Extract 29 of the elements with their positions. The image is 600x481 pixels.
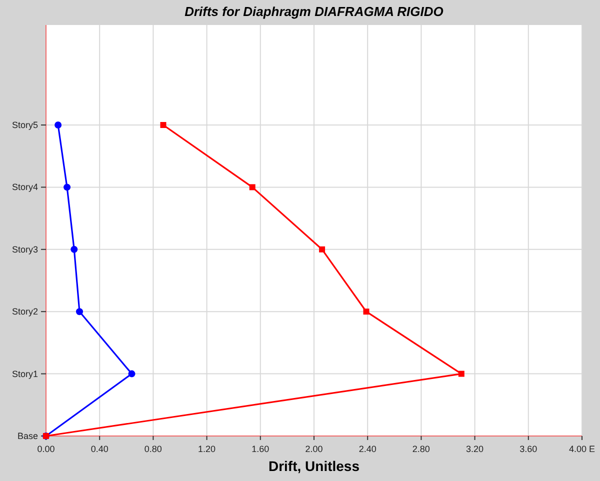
point: [70, 246, 78, 253]
point: [458, 370, 464, 377]
point: [54, 122, 62, 128]
x-tick-label: 0.80: [144, 444, 162, 454]
chart-title: Drifts for Diaphragm DIAFRAGMA RIGIDO: [184, 4, 444, 19]
y-tick-label: Base: [17, 431, 38, 441]
x-tick-label: 1.60: [252, 444, 270, 454]
point: [64, 184, 71, 191]
x-tick-label: 3.60: [520, 444, 538, 454]
y-tick-label: Story3: [12, 244, 38, 254]
x-tick-label: 2.00: [305, 444, 323, 454]
x-tick-label: 3.20: [466, 444, 484, 454]
x-tick-label: 1.20: [198, 444, 216, 454]
y-tick-label: Story1: [12, 368, 38, 379]
point: [249, 184, 256, 190]
x-axis-title: Drift, Unitless: [268, 458, 360, 474]
point: [128, 370, 136, 378]
x-tick-label: 0.00: [37, 444, 55, 454]
x-tick-label: 2.40: [358, 444, 376, 454]
point: [319, 246, 326, 252]
x-tick-label: 4.00 E: [568, 444, 596, 454]
x-tick-label: 0.40: [90, 444, 108, 454]
point: [160, 122, 166, 128]
point: [363, 308, 370, 315]
y-tick-label: Story4: [12, 182, 38, 192]
y-tick-label: Story2: [12, 306, 38, 317]
y-tick-label: Story5: [12, 120, 38, 130]
x-tick-label: 2.80: [412, 444, 430, 454]
point: [76, 308, 83, 316]
